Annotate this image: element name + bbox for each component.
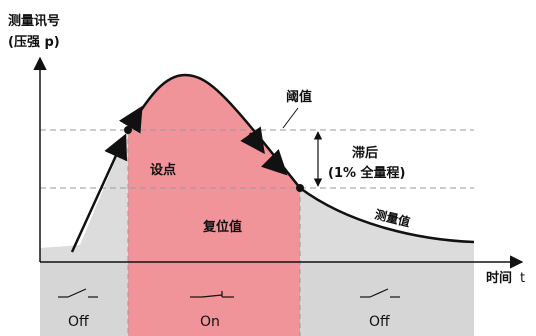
x-axis-label: 时间 bbox=[486, 270, 512, 286]
switch-state-on: On bbox=[200, 314, 220, 330]
setpoint-label: 设点 bbox=[150, 162, 176, 178]
y-axis-label-line2: (压强 p) bbox=[8, 35, 60, 50]
y-axis-label-line1: 测量讯号 bbox=[8, 13, 60, 29]
x-axis-t: t bbox=[520, 271, 525, 286]
switch-band-left bbox=[40, 262, 128, 336]
switch-band-on bbox=[128, 262, 300, 336]
threshold-pointer bbox=[282, 107, 299, 129]
setpoint-dot bbox=[124, 126, 132, 134]
hysteresis-label-line2: (1% 全量程) bbox=[328, 165, 405, 181]
arrow-to-reset bbox=[261, 149, 288, 176]
threshold-label: 阈值 bbox=[286, 89, 312, 105]
reset-dot bbox=[296, 184, 304, 192]
rise-arrow bbox=[70, 133, 128, 253]
reset-value-label: 复位值 bbox=[202, 219, 242, 235]
switch-open-icon bbox=[360, 288, 400, 298]
switch-open-icon bbox=[58, 288, 98, 298]
switch-state-off-left: Off bbox=[68, 314, 89, 330]
switch-closed-icon bbox=[190, 291, 234, 298]
switch-band-right bbox=[300, 262, 474, 336]
switch-state-off-right: Off bbox=[369, 314, 390, 330]
hysteresis-label-line1: 滞后 bbox=[352, 145, 378, 161]
arrow-down-curve bbox=[240, 126, 265, 155]
measured-curve bbox=[126, 73, 475, 244]
